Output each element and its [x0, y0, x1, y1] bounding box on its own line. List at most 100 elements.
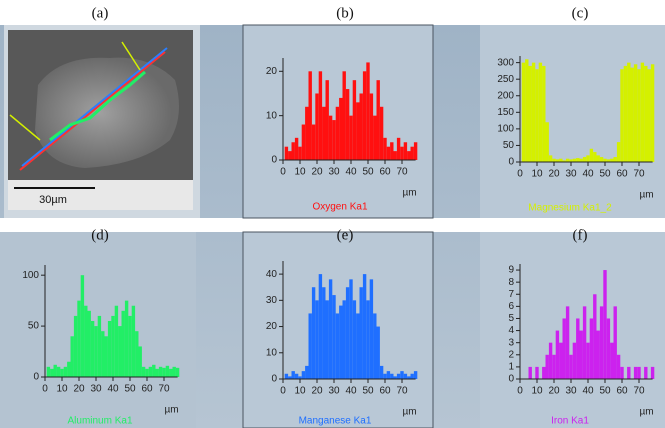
y-tick-label: 0 [271, 155, 277, 166]
bar [528, 366, 532, 379]
x-tick-label: 70 [396, 167, 408, 178]
x-axis-label: µm [640, 190, 654, 201]
x-tick-label: 70 [633, 386, 645, 397]
bar [284, 146, 289, 160]
bar [410, 146, 414, 160]
bar [569, 354, 573, 379]
bar [301, 124, 306, 160]
bar [101, 331, 105, 377]
bar [77, 300, 81, 377]
bar [288, 151, 292, 160]
bar [386, 371, 391, 379]
series-name: Oxygen Ka1 [312, 202, 367, 213]
bar [627, 62, 631, 162]
x-tick-label: 0 [42, 384, 48, 395]
bar [379, 106, 384, 160]
bar [131, 305, 136, 377]
bar [576, 318, 580, 379]
bar [650, 64, 655, 162]
bar [396, 137, 401, 160]
bar [288, 376, 292, 379]
bar [339, 305, 343, 379]
bar [616, 354, 621, 379]
bar [610, 342, 614, 379]
bar [318, 274, 323, 379]
bar [593, 294, 597, 379]
bar [342, 300, 346, 379]
x-tick-label: 10 [531, 169, 543, 180]
bar [555, 159, 560, 162]
x-tick-label: 70 [633, 169, 645, 180]
bar [315, 300, 319, 379]
bar [352, 300, 357, 379]
bar [582, 306, 587, 379]
y-tick-label: 100 [497, 124, 514, 135]
bar [291, 142, 295, 160]
bar [345, 89, 350, 160]
bar [145, 368, 149, 377]
x-tick-label: 40 [345, 386, 357, 397]
bar [169, 368, 173, 377]
header-strip [0, 0, 665, 25]
bar [308, 313, 312, 379]
y-tick-label: 200 [497, 90, 514, 101]
bar [111, 315, 115, 377]
bar [362, 71, 367, 160]
scale-bar-box [8, 180, 193, 210]
bar [650, 366, 655, 379]
bar [118, 326, 122, 377]
bar [633, 366, 638, 379]
bar [135, 331, 139, 377]
x-tick-label: 60 [616, 386, 628, 397]
bar [97, 315, 102, 377]
bar [56, 366, 61, 377]
bar [63, 366, 68, 377]
bar [620, 69, 624, 162]
series-name: Magnesium Ka1_2 [528, 203, 612, 214]
bar [359, 93, 363, 160]
x-tick-label: 50 [362, 167, 374, 178]
bar [555, 330, 560, 379]
series-name: Iron Ka1 [551, 416, 589, 427]
x-tick-label: 10 [294, 386, 306, 397]
bar [138, 346, 142, 377]
bar [87, 310, 91, 377]
bar [349, 115, 353, 160]
bar [73, 315, 78, 377]
bar [637, 366, 641, 379]
x-tick-label: 30 [328, 167, 340, 178]
bar [400, 146, 404, 160]
bar [647, 69, 651, 162]
x-tick-label: 40 [582, 386, 594, 397]
x-tick-label: 0 [517, 386, 523, 397]
scale-bar-label: 30µm [39, 194, 67, 206]
bar [383, 373, 387, 379]
bar [294, 137, 299, 160]
bar [352, 80, 357, 160]
bar [552, 354, 556, 379]
bar [383, 137, 387, 160]
bar [576, 158, 580, 162]
x-tick-label: 20 [311, 386, 323, 397]
bar [50, 368, 54, 377]
bar [542, 65, 546, 162]
bar [562, 318, 566, 379]
bar [582, 157, 587, 162]
bar [67, 361, 71, 377]
scan-line [21, 47, 168, 167]
y-tick-label: 300 [497, 57, 514, 68]
panel-label: (d) [91, 227, 109, 243]
x-tick-label: 20 [548, 169, 560, 180]
bar [403, 373, 408, 379]
y-tick-label: 8 [508, 277, 514, 288]
y-tick-label: 0 [508, 374, 514, 385]
bar [565, 306, 570, 379]
y-tick-label: 9 [508, 265, 514, 276]
x-tick-label: 70 [396, 386, 408, 397]
bar [94, 326, 98, 377]
bar [315, 93, 319, 160]
bar [538, 62, 543, 162]
bar [410, 373, 414, 379]
bar [165, 365, 170, 377]
bar [369, 279, 374, 379]
